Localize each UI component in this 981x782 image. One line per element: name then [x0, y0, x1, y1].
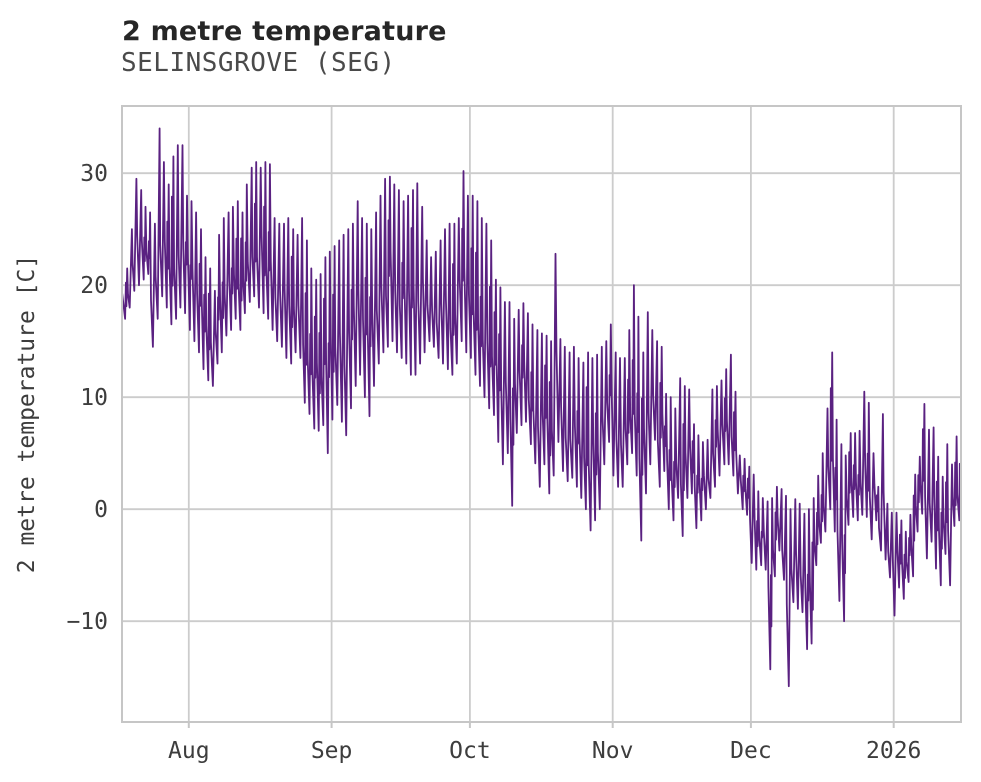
x-axis-tick-label: Nov [592, 738, 634, 764]
temperature-line-series [121, 127, 962, 688]
x-axis-tick-label: 2026 [866, 738, 921, 764]
y-axis-tick-label: 30 [80, 161, 108, 187]
y-axis-tick-label: 10 [80, 385, 108, 411]
x-axis-tick-label: Oct [449, 738, 491, 764]
axis-tick-labels: 30 20 10 0 −10 Aug Sep Oct Nov Dec 2026 [66, 161, 921, 764]
y-axis-label: 2 metre temperature [C] [14, 255, 40, 574]
plot-frame [121, 105, 962, 723]
x-axis-tick-label: Aug [168, 738, 210, 764]
x-axis-tick-label: Sep [311, 738, 353, 764]
temperature-line [121, 127, 962, 688]
x-axis-tick-label: Dec [730, 738, 772, 764]
y-axis-tick-label: −10 [66, 609, 108, 635]
y-axis-tick-label: 20 [80, 273, 108, 299]
chart-subtitle: SELINSGROVE (SEG) [121, 48, 396, 78]
y-axis-tick-label: 0 [94, 497, 108, 523]
chart-title: 2 metre temperature [122, 16, 447, 47]
axis-ticks [187, 722, 895, 728]
plot-border [121, 105, 962, 723]
